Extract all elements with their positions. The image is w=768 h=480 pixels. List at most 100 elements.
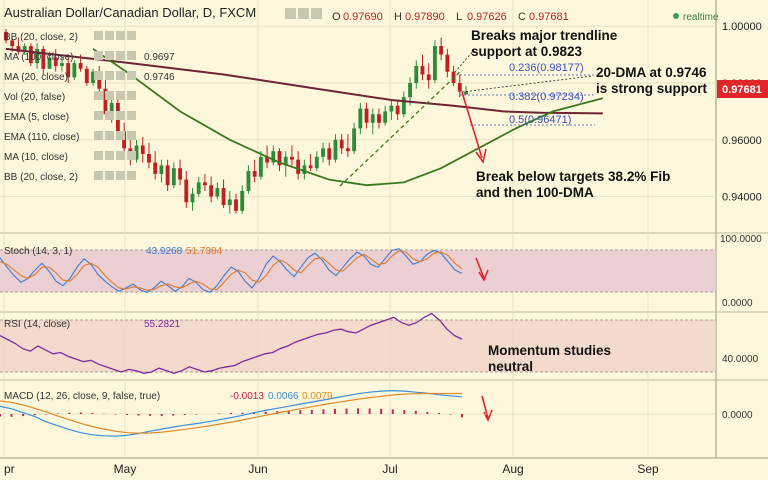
indicator-control-icon[interactable] [127, 31, 136, 40]
indicator-control-icon[interactable] [94, 111, 103, 120]
time-tick-label: Jun [248, 462, 267, 476]
ohlc-readout: O 0.97690 H 0.97890 L 0.97626 C 0.97681 [332, 11, 569, 23]
indicator-control-icon[interactable] [116, 111, 125, 120]
indicator-control-icon[interactable] [127, 171, 136, 180]
annotation-momentum-2: neutral [488, 359, 533, 374]
candle-body [265, 156, 270, 163]
indicator-control-icon[interactable] [127, 91, 136, 100]
indicator-label[interactable]: MA (10, close) [4, 152, 68, 163]
candle-body [221, 188, 226, 206]
time-tick-label: Sep [637, 462, 659, 476]
indicator-control-icon[interactable] [94, 131, 103, 140]
time-tick-label: Jul [382, 462, 397, 476]
indicator-control-icon[interactable] [94, 151, 103, 160]
indicator-label[interactable]: Vol (20, false) [4, 92, 65, 103]
candle-body [395, 105, 400, 115]
candle-body [246, 171, 251, 191]
stoch-k-value: 43.9268 [146, 246, 183, 257]
indicator-label[interactable]: BB (20, close, 2) [4, 32, 78, 43]
indicator-control-icon[interactable] [94, 71, 103, 80]
candle-body [383, 111, 388, 123]
indicator-control-icon[interactable] [105, 71, 114, 80]
price-tick-label: 0.96000 [722, 135, 762, 147]
indicator-control-icon[interactable] [127, 111, 136, 120]
candle-body [147, 154, 151, 163]
candle-body [439, 46, 444, 55]
realtime-dot [673, 13, 679, 19]
candle-body [283, 156, 288, 166]
candle-body [53, 57, 58, 66]
indicator-control-icon[interactable] [94, 31, 103, 40]
current-price-label: 0.97681 [722, 84, 762, 96]
indicator-control-icon[interactable] [105, 131, 114, 140]
settings-icon[interactable] [285, 8, 296, 19]
indicator-control-icon[interactable] [116, 131, 125, 140]
symbol-title: Australian Dollar/Canadian Dollar, D, FX… [4, 5, 256, 20]
indicator-control-icon[interactable] [116, 91, 125, 100]
candle-body [22, 46, 27, 52]
candle-body [10, 40, 15, 47]
candle-body [153, 162, 158, 174]
candle-body [60, 63, 64, 66]
macd-arrowhead [483, 409, 493, 422]
indicator-control-icon[interactable] [105, 151, 114, 160]
indicator-control-icon[interactable] [127, 151, 136, 160]
indicator-label[interactable]: BB (20, close, 2) [4, 172, 78, 183]
current-price-badge [717, 80, 768, 98]
candle-body [445, 54, 450, 72]
candle-body [327, 148, 332, 160]
stoch-tick-0: 0.0000 [722, 298, 753, 309]
stoch-arrow [475, 257, 485, 279]
candle-body [370, 114, 375, 123]
candle-body [97, 71, 102, 89]
candle-body [414, 65, 419, 83]
indicator-control-icon[interactable] [127, 71, 136, 80]
indicator-label[interactable]: MA (100, close) [4, 52, 73, 63]
candle-body [426, 74, 431, 81]
candle-body [41, 48, 46, 69]
indicator-label[interactable]: EMA (110, close) [4, 132, 79, 143]
eye-icon[interactable] [298, 8, 309, 19]
indicator-control-icon[interactable] [105, 31, 114, 40]
annotation-trendline-2: support at 0.9823 [471, 44, 583, 59]
indicator-label[interactable]: EMA (5, close) [4, 112, 69, 123]
indicator-control-icon[interactable] [94, 51, 103, 60]
indicator-control-icon[interactable] [116, 171, 125, 180]
indicator-control-icon[interactable] [94, 91, 103, 100]
indicator-control-icon[interactable] [105, 51, 114, 60]
stoch-tick-100: 100.0000 [720, 234, 762, 245]
candle-body [28, 46, 33, 64]
candle-body [457, 83, 462, 92]
candle-body [227, 199, 232, 206]
indicator-control-icon[interactable] [94, 171, 103, 180]
candle-body [377, 114, 381, 123]
indicator-control-icon[interactable] [105, 91, 114, 100]
candle-body [258, 156, 263, 177]
candle-body [140, 145, 145, 154]
candle-body [215, 188, 220, 197]
candle-body [78, 63, 83, 69]
indicator-control-icon[interactable] [105, 111, 114, 120]
rsi-band [0, 320, 716, 372]
stoch-k-line [0, 248, 463, 294]
indicator-control-icon[interactable] [127, 131, 136, 140]
candle-body [66, 63, 71, 78]
candle-body [202, 182, 207, 186]
stoch-d-value: 51.7384 [186, 246, 223, 257]
indicator-control-icon[interactable] [127, 51, 136, 60]
indicator-control-icon[interactable] [116, 31, 125, 40]
candle-body [358, 108, 363, 129]
ohlc-key: C [518, 11, 526, 23]
indicator-control-icon[interactable] [105, 171, 114, 180]
header-icons[interactable] [285, 8, 322, 19]
time-tick-label: Aug [502, 462, 523, 476]
close-icon[interactable] [311, 8, 322, 19]
candle-body [364, 108, 369, 123]
price-tick-label: 1.00000 [722, 21, 762, 33]
indicator-control-icon[interactable] [116, 51, 125, 60]
indicator-label[interactable]: MA (20, close) [4, 72, 68, 83]
candle-body [339, 139, 344, 149]
indicator-control-icon[interactable] [116, 151, 125, 160]
candle-body [234, 199, 238, 211]
indicator-control-icon[interactable] [116, 71, 125, 80]
